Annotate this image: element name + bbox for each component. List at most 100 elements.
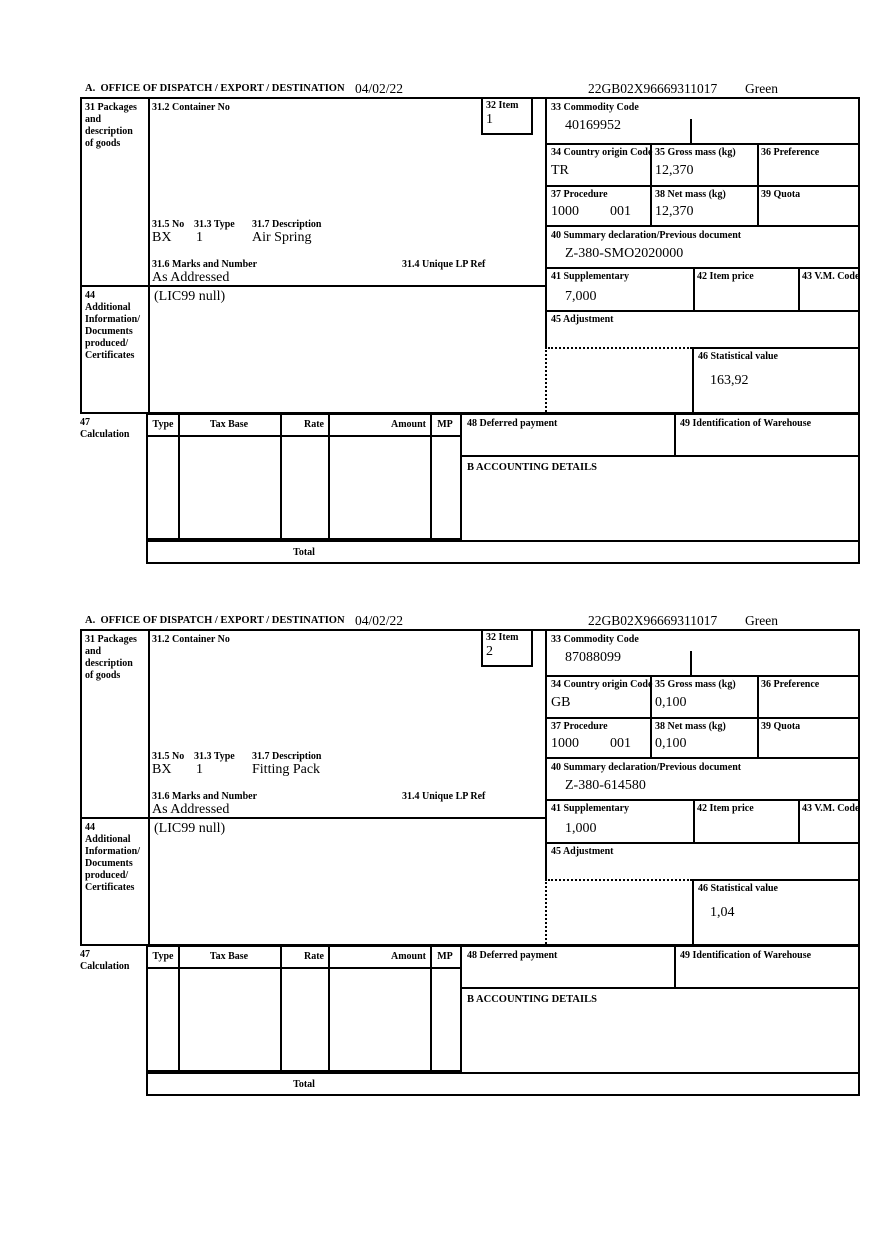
grid-line — [545, 842, 860, 844]
box38-label: 38 Net mass (kg) — [655, 189, 726, 200]
grid-line — [82, 285, 545, 287]
box31-label-line: description — [85, 658, 133, 669]
col-header-amount: Amount — [390, 419, 426, 430]
commodity-code-subdivider — [690, 651, 692, 675]
grid-line — [798, 799, 800, 844]
grid-line — [693, 799, 695, 844]
grid-line — [757, 675, 759, 759]
grid-line — [148, 435, 460, 437]
grid-line — [280, 415, 282, 538]
grid-line — [650, 143, 652, 227]
mrn-value: 22GB02X96669311017 — [588, 81, 718, 96]
total-row: Total — [146, 540, 860, 564]
box31-7-label: 31.7 Description — [252, 751, 322, 762]
box31-label: 31 Packages and description of goods — [85, 102, 137, 150]
box46-label: 46 Statistical value — [698, 351, 778, 362]
grid-line — [328, 415, 330, 538]
box36-label: 36 Preference — [761, 147, 820, 158]
box31-5-label: 31.5 No — [152, 219, 185, 230]
grid-line — [545, 799, 860, 801]
net-mass-value: 12,370 — [655, 204, 694, 219]
grid-line — [545, 185, 860, 187]
grid-line — [757, 143, 759, 227]
dotted-grid-line — [548, 879, 692, 881]
declaration-date: 04/02/22 — [355, 613, 404, 628]
grid-line — [545, 143, 860, 145]
grid-line — [798, 267, 800, 312]
box34-label: 34 Country origin Code — [551, 679, 653, 690]
box47-label-line: Calculation — [80, 429, 130, 440]
box37-label: 37 Procedure — [551, 189, 608, 200]
grid-line — [693, 267, 695, 312]
box49-label: 49 Identification of Warehouse — [680, 950, 812, 961]
col-header-mp: MP — [437, 951, 453, 962]
dotted-grid-line — [545, 879, 547, 944]
previous-document-value: Z-380-614580 — [565, 778, 646, 793]
grid-line — [545, 99, 547, 347]
box49-label: 49 Identification of Warehouse — [680, 418, 812, 429]
box48-label: 48 Deferred payment — [467, 418, 558, 429]
grid-line — [328, 947, 330, 1070]
grid-line — [280, 947, 282, 1070]
grid-line — [545, 631, 547, 879]
box31-5-label: 31.5 No — [152, 751, 185, 762]
routing-status: Green — [745, 81, 778, 96]
box44-label-line: 44 — [85, 822, 95, 833]
box44-label-line: Additional — [85, 302, 131, 313]
accounting-details-heading: B ACCOUNTING DETAILS — [467, 462, 597, 473]
box48-label: 48 Deferred payment — [467, 950, 558, 961]
box32-label: 32 Item — [486, 100, 519, 111]
box40-label: 40 Summary declaration/Previous document — [551, 230, 742, 241]
packages-no-value: BX — [152, 230, 172, 245]
box31-4-label: 31.4 Unique LP Ref — [402, 791, 486, 802]
gross-mass-value: 12,370 — [655, 163, 694, 178]
box44-label-line: Additional — [85, 834, 131, 845]
mrn-value: 22GB02X96669311017 — [588, 613, 718, 628]
grid-line — [545, 717, 860, 719]
country-origin-value: TR — [551, 163, 569, 178]
box44-label-line: 44 — [85, 290, 95, 301]
accounting-details-box: B ACCOUNTING DETAILS — [460, 989, 860, 1072]
box36-label: 36 Preference — [761, 679, 820, 690]
box31-3-label: 31.3 Type — [194, 751, 235, 762]
box44-label-line: Certificates — [85, 350, 135, 361]
box31-label-line: of goods — [85, 138, 121, 149]
box31-label-line: description — [85, 126, 133, 137]
grid-line — [692, 879, 860, 881]
gross-mass-value: 0,100 — [655, 695, 687, 710]
marks-and-number-value: As Addressed — [152, 270, 230, 285]
box44-label-line: Information/ — [85, 314, 140, 325]
statistical-value: 163,92 — [710, 373, 749, 388]
accounting-details-box: B ACCOUNTING DETAILS — [460, 457, 860, 540]
box43-label: 43 V.M. Code — [802, 271, 860, 282]
routing-status: Green — [745, 613, 778, 628]
box31-label: 31 Packages and description of goods — [85, 634, 137, 682]
box40-label: 40 Summary declaration/Previous document — [551, 762, 742, 773]
col-header-rate: Rate — [304, 951, 324, 962]
box43-label: 43 V.M. Code — [802, 803, 860, 814]
box44-label-line: Documents — [85, 326, 133, 337]
grid-line — [178, 947, 180, 1070]
box31-2-label: 31.2 Container No — [152, 634, 230, 645]
col-header-type: Type — [152, 419, 174, 430]
packages-type-value: 1 — [196, 762, 203, 777]
col-header-type: Type — [152, 951, 174, 962]
box42-label: 42 Item price — [697, 271, 754, 282]
grid-line — [650, 675, 652, 759]
statistical-value: 1,04 — [710, 905, 735, 920]
additional-information-value: (LIC99 null) — [154, 821, 226, 836]
box44-label: 44 Additional Information/ Documents pro… — [85, 822, 140, 894]
box31-7-label: 31.7 Description — [252, 219, 322, 230]
box44-label-line: produced/ — [85, 338, 129, 349]
box31-4-label: 31.4 Unique LP Ref — [402, 259, 486, 270]
total-label: Total — [293, 547, 315, 558]
box31-label-line: 31 Packages — [85, 102, 137, 113]
box48-49: 48 Deferred payment 49 Identification of… — [460, 945, 860, 989]
grid-line — [148, 967, 460, 969]
box44-label-line: produced/ — [85, 870, 129, 881]
box45-label: 45 Adjustment — [551, 314, 614, 325]
commodity-code-value: 40169952 — [565, 118, 621, 133]
box31-3-label: 31.3 Type — [194, 219, 235, 230]
box44-label: 44 Additional Information/ Documents pro… — [85, 290, 140, 362]
grid-line — [674, 415, 676, 455]
